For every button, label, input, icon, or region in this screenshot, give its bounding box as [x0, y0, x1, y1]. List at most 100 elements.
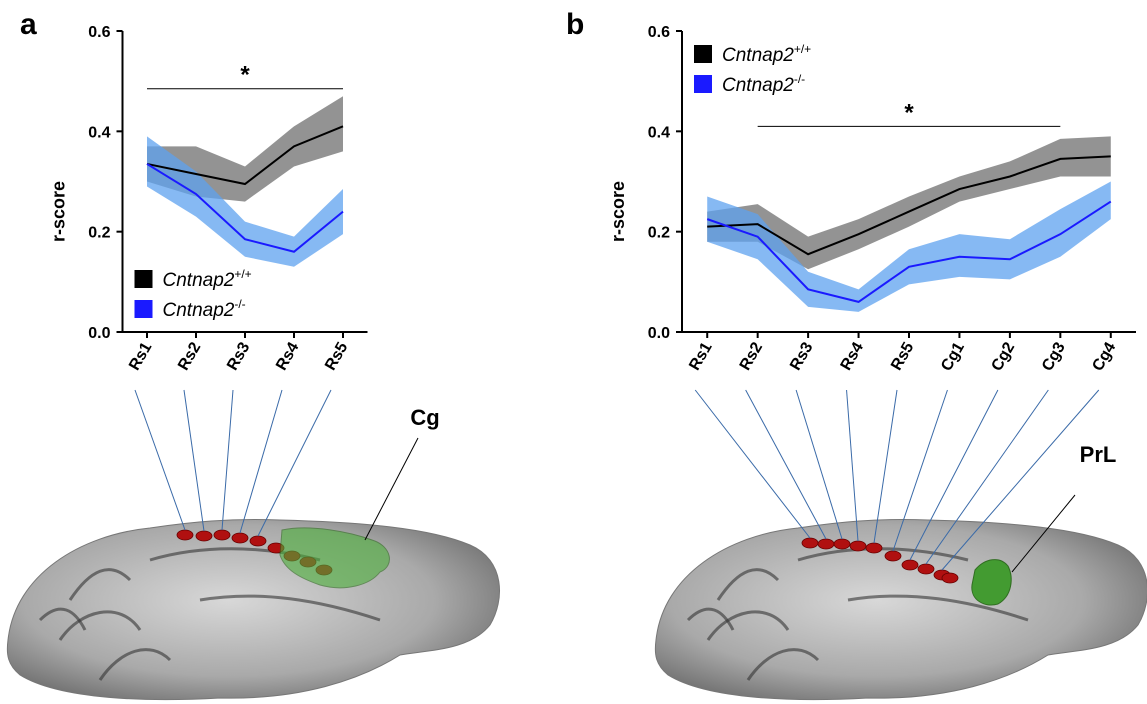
legend-swatch [694, 75, 712, 93]
x-tick-label: Rs5 [322, 339, 351, 373]
roi-pointer [846, 389, 859, 542]
region-label: PrL [1080, 442, 1117, 467]
x-tick-label: Cg4 [1089, 339, 1119, 374]
roi-pointer [941, 389, 1100, 571]
roi-dot [213, 529, 231, 541]
legend-label: Cntnap2+/+ [163, 267, 252, 291]
roi-dot [195, 530, 213, 542]
brain-fold [706, 610, 790, 641]
roi-dot [865, 542, 883, 554]
roi-pointer [257, 389, 332, 537]
series-line [146, 125, 344, 186]
legend-name: Cntnap2 [722, 45, 794, 66]
roi-dot [176, 529, 194, 541]
x-tick-label: Rs2 [737, 339, 766, 373]
x-tick-label: Rs1 [686, 339, 715, 373]
roi-dot [901, 559, 919, 571]
roi-dot [231, 532, 249, 544]
roi-dot [849, 540, 867, 552]
roi-pointer [221, 389, 234, 531]
legend-label: Cntnap2-/- [722, 72, 805, 96]
legend-swatch [694, 45, 712, 63]
x-tick-label: Rs1 [126, 339, 155, 373]
roi-dot [941, 572, 959, 584]
error-band [707, 181, 1111, 312]
brain-fold [199, 594, 381, 622]
roi-pointer [134, 389, 186, 531]
legend-superscript: +/+ [234, 267, 251, 281]
legend-label: Cntnap2+/+ [722, 42, 811, 66]
x-tick-label: Cg3 [1039, 339, 1069, 374]
region [971, 559, 1012, 606]
roi-dot [833, 538, 851, 550]
roi-pointer [892, 389, 948, 552]
legend-superscript: +/+ [794, 42, 811, 56]
roi-pointer [239, 389, 283, 534]
legend-swatch [134, 270, 153, 288]
legend-name: Cntnap2 [722, 75, 794, 96]
y-tick-label: 0.4 [648, 124, 670, 141]
brain-outline [6, 518, 500, 701]
legend-superscript: -/- [794, 72, 805, 86]
roi-pointer [873, 389, 898, 544]
brain-fold [68, 568, 132, 601]
brain-fold [98, 648, 172, 681]
roi-dot [917, 563, 935, 575]
brain-outline [654, 518, 1147, 701]
series-line [706, 200, 1112, 303]
region-label: Cg [410, 405, 439, 430]
legend-superscript: -/- [234, 297, 245, 311]
brain-fold [746, 648, 820, 681]
brain-fold [58, 610, 142, 641]
roi-dot [801, 537, 819, 549]
roi-pointer [694, 389, 811, 539]
brain-fold [847, 594, 1029, 622]
y-tick-label: 0.6 [88, 24, 110, 41]
series-line [707, 155, 1111, 256]
x-tick-label: Rs3 [787, 339, 816, 373]
x-tick-label: Rs2 [175, 339, 204, 373]
y-tick-label: 0.0 [648, 325, 670, 342]
brain [654, 518, 1147, 701]
significance-star: * [240, 62, 250, 89]
roi-pointer [925, 389, 1049, 565]
brain-fold [38, 607, 87, 631]
region-pointer [1011, 494, 1076, 573]
roi-pointer [795, 389, 843, 540]
panel-letter: b [566, 8, 584, 41]
y-tick-label: 0.6 [648, 24, 670, 41]
brain-fold [686, 607, 735, 631]
roi-dot [249, 535, 267, 547]
legend-label: Cntnap2-/- [163, 297, 246, 321]
x-tick-label: Cg1 [938, 339, 968, 374]
region-pointer [364, 437, 419, 541]
panel-letter: a [20, 8, 37, 41]
region [279, 527, 390, 589]
legend-name: Cntnap2 [163, 300, 235, 321]
roi-pointer [745, 389, 827, 540]
roi-dot [884, 550, 902, 562]
error-band [707, 136, 1111, 270]
series-line [146, 163, 344, 253]
error-band [147, 136, 343, 267]
brain [6, 518, 500, 701]
y-tick-label: 0.4 [88, 124, 110, 141]
y-tick-label: 0.2 [648, 225, 670, 242]
roi-pointer [909, 389, 999, 561]
y-axis-label: r-score [608, 181, 628, 242]
significance-star: * [904, 99, 914, 126]
y-tick-label: 0.2 [88, 225, 110, 242]
y-tick-label: 0.0 [88, 325, 110, 342]
x-tick-label: Cg2 [989, 339, 1019, 374]
x-tick-label: Rs3 [224, 339, 253, 373]
x-tick-label: Rs4 [273, 339, 302, 373]
x-tick-label: Rs4 [838, 339, 867, 373]
roi-dot [817, 538, 835, 550]
y-axis-label: r-score [49, 181, 69, 242]
brain-fold [716, 568, 780, 601]
x-tick-label: Rs5 [888, 339, 917, 373]
legend-swatch [134, 300, 153, 318]
roi-pointer [183, 389, 205, 532]
legend-name: Cntnap2 [163, 270, 235, 291]
